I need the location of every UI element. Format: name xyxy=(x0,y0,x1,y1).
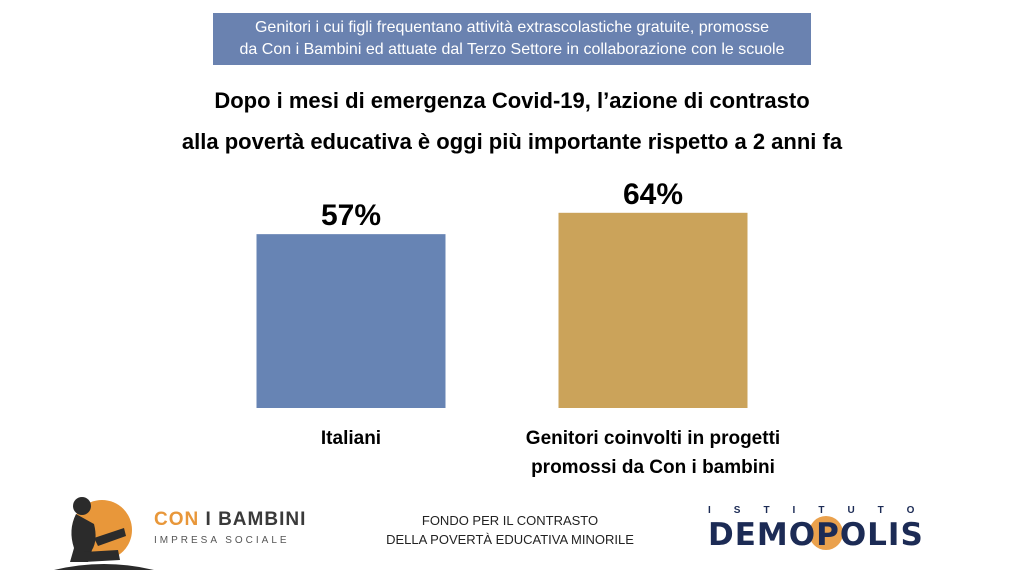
bar-value-label-0: 57% xyxy=(321,199,381,232)
fund-caption-line-1: FONDO PER IL CONTRASTO xyxy=(421,513,599,528)
bar-chart: 57% 64% xyxy=(256,178,748,408)
logo-istituto-text: ISTITUTO xyxy=(708,505,938,516)
category-label-genitori: Genitori coinvolti in progetti promossi … xyxy=(488,424,818,482)
logo-accent-circle xyxy=(809,516,843,550)
logo-brand-con: CON xyxy=(154,509,200,530)
banner-line-2: da Con i Bambini ed attuate dal Terzo Se… xyxy=(239,41,785,58)
fund-caption: FONDO PER IL CONTRASTO DELLA POVERTÀ EDU… xyxy=(360,511,660,549)
demopolis-logo: ISTITUTO DEMOPOLIS xyxy=(708,505,968,555)
category-label-line: Genitori coinvolti in progetti xyxy=(525,428,781,449)
banner-line-1: Genitori i cui figli frequentano attivit… xyxy=(254,19,770,36)
category-label-line: Italiani xyxy=(320,428,382,449)
chart-title-line-1: Dopo i mesi di emergenza Covid-19, l’azi… xyxy=(214,88,810,113)
bar-0 xyxy=(256,234,446,408)
logo-demopolis-text: DEMOPOLIS xyxy=(708,517,924,553)
con-i-bambini-logo: CON I BAMBINI IMPRESA SOCIALE xyxy=(54,490,305,572)
category-label-italiani: Italiani xyxy=(231,424,471,453)
fund-caption-line-2: DELLA POVERTÀ EDUCATIVA MINORILE xyxy=(386,532,634,547)
chart-title-line-2: alla povertà educativa è oggi più import… xyxy=(181,129,843,154)
bar-value-label-1: 64% xyxy=(623,178,683,211)
bar-1 xyxy=(558,212,748,408)
logo-brand-bambini: I BAMBINI xyxy=(205,509,307,530)
category-label-line: promossi da Con i bambini xyxy=(531,457,775,478)
logo-subtitle: IMPRESA SOCIALE xyxy=(154,535,290,546)
child-reading-icon xyxy=(54,497,154,570)
subtitle-banner: Genitori i cui figli frequentano attivit… xyxy=(213,13,811,65)
logo-brand-text: CON I BAMBINI xyxy=(154,509,306,531)
